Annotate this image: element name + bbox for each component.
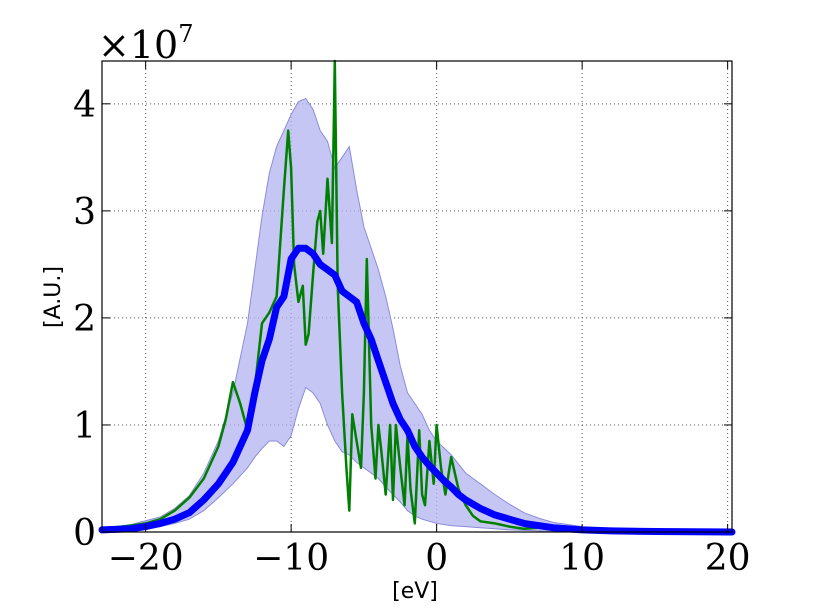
y-multiplier-exponent: 7 (178, 20, 193, 48)
x-tick-label: 20 (705, 538, 751, 579)
y-tick-label: 3 (73, 192, 96, 233)
x-axis-label: [eV] (392, 579, 438, 604)
y-tick-label: 0 (73, 513, 96, 554)
x-tick-label: 10 (559, 538, 605, 579)
plot-frame (101, 60, 733, 533)
mean-series-line (98, 244, 736, 536)
y-multiplier: ×107 (98, 20, 193, 67)
y-axis-label: [A.U.] (41, 266, 66, 328)
x-tick-label: 0 (425, 538, 448, 579)
x-tick-label: −20 (108, 538, 184, 579)
y-tick-label: 1 (73, 406, 96, 447)
axis-ticks: −20 −10 0 10 20 0 1 2 3 4 (73, 61, 751, 579)
y-multiplier-base: ×10 (98, 23, 178, 67)
y-tick-label: 2 (73, 299, 96, 340)
y-tick-label: 4 (73, 85, 96, 126)
sample-series-line (101, 59, 732, 534)
x-tick-label: −10 (253, 538, 329, 579)
